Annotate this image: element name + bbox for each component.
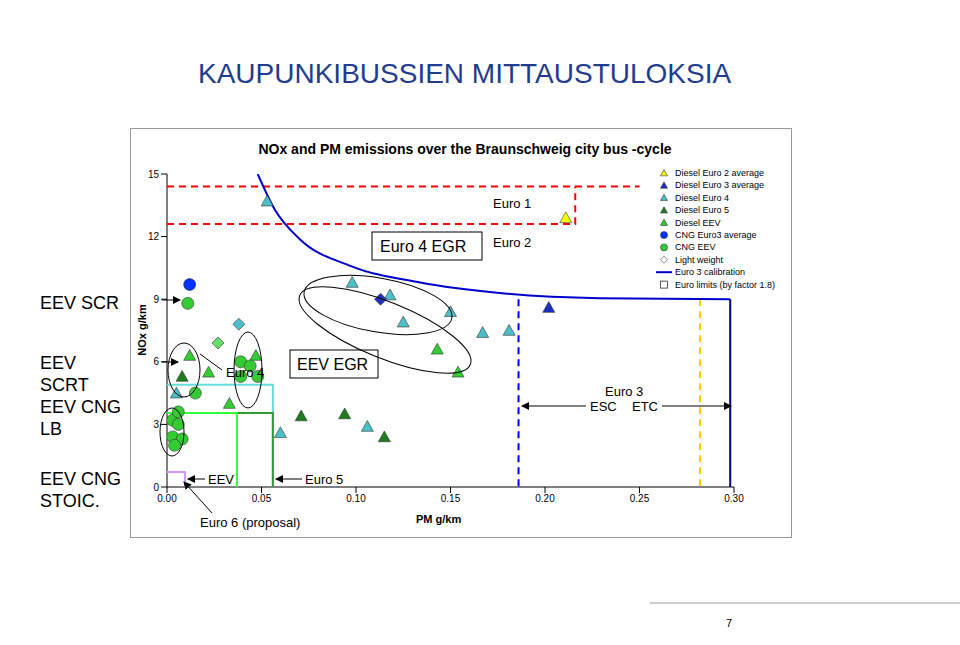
svg-text:Euro 4 EGR: Euro 4 EGR: [380, 238, 466, 255]
svg-text:0.15: 0.15: [441, 493, 461, 504]
svg-text:Diesel Euro 5: Diesel Euro 5: [675, 205, 729, 215]
svg-text:Diesel Euro 4: Diesel Euro 4: [675, 193, 729, 203]
html-text:NOx and PM emissions over the: NOx and PM emissions over the Braunschwe…: [258, 141, 672, 157]
html-text:NOx g/km: NOx g/km: [136, 304, 148, 356]
svg-text:12: 12: [148, 231, 160, 242]
svg-text:Diesel EEV: Diesel EEV: [675, 218, 721, 228]
svg-text:Euro 1: Euro 1: [493, 196, 531, 211]
svg-text:Euro limits (by factor 1.8): Euro limits (by factor 1.8): [675, 280, 775, 290]
svg-text:CNG Euro3 average: CNG Euro3 average: [675, 230, 757, 240]
svg-text:Euro 2: Euro 2: [493, 235, 531, 250]
svg-text:0: 0: [153, 482, 159, 493]
svg-text:0.25: 0.25: [630, 493, 650, 504]
svg-text:0.00: 0.00: [157, 493, 177, 504]
svg-text:6: 6: [153, 356, 159, 367]
html-text:PM g/km: PM g/km: [416, 513, 462, 525]
html-text:KAUPUNKIBUSSIEN MITTAUSTULOKSI: KAUPUNKIBUSSIEN MITTAUSTULOKSIA: [198, 58, 732, 89]
svg-text:0.30: 0.30: [724, 493, 744, 504]
svg-text:EEV: EEV: [208, 472, 234, 487]
svg-text:7: 7: [726, 617, 732, 629]
html-text:EEV CNG STOIC.: EEV CNG STOIC.: [40, 469, 121, 511]
svg-text:Euro 4: Euro 4: [226, 365, 264, 380]
svg-text:0.05: 0.05: [252, 493, 272, 504]
html-text:EEV CNG LB: EEV CNG LB: [40, 397, 121, 439]
html-text:EEV SCRT: EEV SCRT: [40, 353, 89, 395]
svg-text:15: 15: [148, 169, 160, 180]
svg-text:ESC: ESC: [590, 399, 617, 414]
svg-text:9: 9: [153, 294, 159, 305]
svg-text:0.10: 0.10: [346, 493, 366, 504]
svg-text:Diesel Euro 3 average: Diesel Euro 3 average: [675, 180, 764, 190]
html-text:EEV SCR: EEV SCR: [40, 293, 119, 313]
svg-text:Light weight: Light weight: [675, 255, 724, 265]
svg-text:EEV EGR: EEV EGR: [297, 356, 368, 373]
svg-text:ETC: ETC: [632, 399, 658, 414]
svg-text:3: 3: [153, 419, 159, 430]
svg-text:Diesel Euro 2 average: Diesel Euro 2 average: [675, 168, 764, 178]
svg-text:Euro 3: Euro 3: [605, 384, 643, 399]
svg-text:Euro 3 calibration: Euro 3 calibration: [675, 267, 745, 277]
svg-text:Euro 5: Euro 5: [305, 472, 343, 487]
svg-text:Euro 6 (proposal): Euro 6 (proposal): [200, 515, 300, 530]
svg-text:0.20: 0.20: [535, 493, 555, 504]
svg-text:CNG EEV: CNG EEV: [675, 242, 716, 252]
